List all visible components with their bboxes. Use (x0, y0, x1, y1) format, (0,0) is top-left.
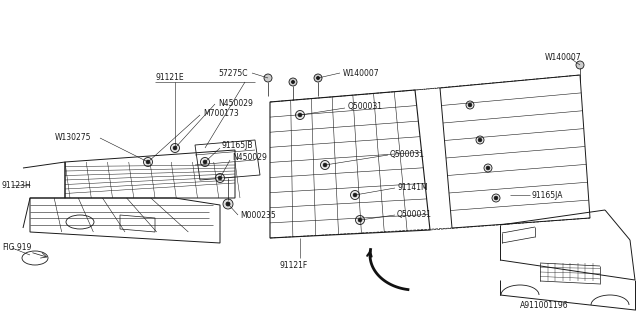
Text: Q500031: Q500031 (397, 211, 432, 220)
Text: 91165JA: 91165JA (532, 190, 563, 199)
Circle shape (355, 215, 365, 225)
Circle shape (466, 101, 474, 109)
Text: W140007: W140007 (343, 68, 380, 77)
Circle shape (298, 113, 302, 117)
Circle shape (226, 202, 230, 206)
Text: Q500031: Q500031 (390, 150, 425, 159)
Text: W140007: W140007 (545, 52, 582, 61)
Text: N450029: N450029 (232, 154, 267, 163)
Circle shape (200, 157, 209, 166)
Circle shape (321, 161, 330, 170)
Circle shape (170, 143, 179, 153)
Text: M700173: M700173 (203, 109, 239, 118)
Circle shape (317, 76, 319, 79)
Circle shape (291, 81, 294, 84)
Circle shape (146, 160, 150, 164)
Circle shape (484, 164, 492, 172)
Circle shape (204, 160, 207, 164)
Text: 91121E: 91121E (155, 74, 184, 83)
Text: A911001196: A911001196 (520, 300, 568, 309)
Circle shape (358, 218, 362, 222)
Circle shape (289, 78, 297, 86)
Circle shape (476, 136, 484, 144)
Circle shape (223, 199, 233, 209)
Circle shape (143, 157, 152, 166)
Circle shape (173, 146, 177, 150)
Circle shape (353, 193, 357, 197)
Circle shape (314, 74, 322, 82)
Text: 91141M: 91141M (397, 183, 428, 193)
Text: 91121F: 91121F (280, 260, 308, 269)
Circle shape (323, 163, 327, 167)
Text: 57275C: 57275C (218, 68, 248, 77)
Circle shape (264, 74, 272, 82)
Circle shape (492, 194, 500, 202)
Circle shape (478, 138, 482, 142)
Circle shape (218, 176, 222, 180)
Circle shape (468, 103, 472, 107)
Circle shape (216, 173, 225, 182)
Text: FIG.919: FIG.919 (2, 244, 31, 252)
Circle shape (576, 61, 584, 69)
Text: M000235: M000235 (240, 211, 276, 220)
Circle shape (494, 196, 498, 200)
Text: 91123H: 91123H (2, 180, 32, 189)
Circle shape (351, 190, 360, 199)
Circle shape (486, 166, 490, 170)
Text: N450029: N450029 (218, 99, 253, 108)
Circle shape (296, 110, 305, 119)
Text: W130275: W130275 (55, 133, 92, 142)
Text: 91165JB: 91165JB (222, 141, 253, 150)
Text: Q500031: Q500031 (348, 102, 383, 111)
